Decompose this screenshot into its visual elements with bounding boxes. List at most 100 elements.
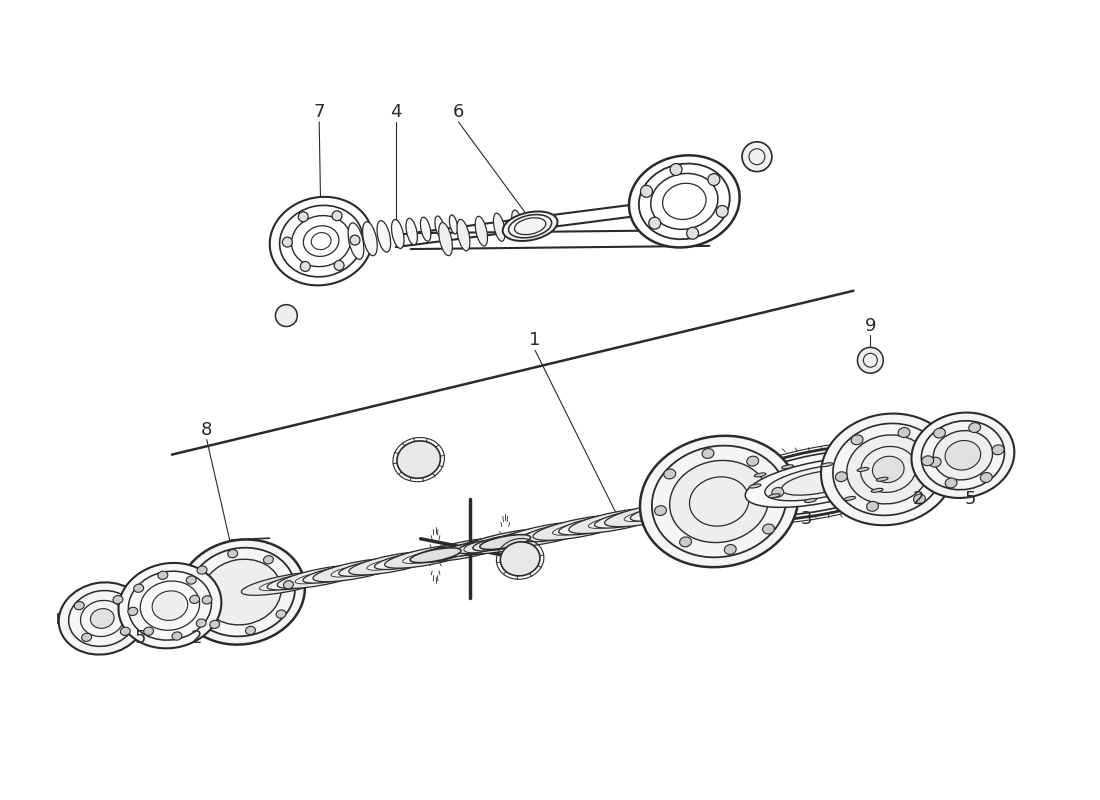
Ellipse shape [660, 499, 718, 515]
Ellipse shape [912, 413, 1014, 498]
Ellipse shape [781, 470, 856, 495]
Ellipse shape [639, 163, 729, 239]
Ellipse shape [366, 556, 421, 570]
Ellipse shape [762, 524, 774, 534]
Ellipse shape [676, 487, 774, 513]
Ellipse shape [482, 530, 557, 549]
Ellipse shape [332, 211, 342, 221]
Ellipse shape [532, 514, 630, 540]
Ellipse shape [497, 522, 595, 547]
Ellipse shape [80, 601, 124, 637]
Ellipse shape [749, 484, 761, 488]
Ellipse shape [304, 226, 339, 257]
Ellipse shape [264, 556, 274, 564]
Text: 6: 6 [453, 103, 464, 121]
Ellipse shape [302, 564, 377, 583]
Ellipse shape [804, 498, 816, 502]
Ellipse shape [922, 421, 1004, 490]
Ellipse shape [945, 441, 981, 470]
Ellipse shape [719, 450, 917, 516]
Ellipse shape [980, 473, 992, 482]
Ellipse shape [363, 222, 377, 256]
Ellipse shape [652, 446, 786, 558]
Ellipse shape [228, 550, 238, 558]
Ellipse shape [629, 155, 739, 247]
Ellipse shape [279, 206, 363, 277]
Ellipse shape [686, 227, 698, 239]
Ellipse shape [456, 531, 547, 554]
Ellipse shape [772, 487, 783, 498]
Ellipse shape [747, 456, 759, 466]
Ellipse shape [314, 558, 403, 582]
Ellipse shape [158, 571, 168, 579]
Ellipse shape [461, 528, 559, 554]
Ellipse shape [474, 536, 528, 550]
Ellipse shape [690, 477, 749, 526]
Ellipse shape [494, 213, 505, 242]
Text: 8: 8 [201, 421, 212, 438]
Ellipse shape [847, 435, 930, 504]
Text: 9: 9 [865, 317, 876, 334]
Ellipse shape [860, 446, 916, 493]
Ellipse shape [260, 577, 313, 590]
Ellipse shape [716, 206, 728, 218]
Ellipse shape [680, 537, 692, 547]
Ellipse shape [403, 550, 456, 563]
Ellipse shape [945, 478, 957, 488]
Ellipse shape [300, 262, 310, 271]
Ellipse shape [450, 215, 458, 234]
Ellipse shape [670, 163, 682, 175]
Ellipse shape [385, 545, 474, 568]
Ellipse shape [821, 462, 833, 466]
Ellipse shape [420, 538, 510, 562]
Ellipse shape [444, 545, 477, 557]
Ellipse shape [437, 544, 484, 558]
Ellipse shape [640, 436, 799, 567]
Ellipse shape [851, 435, 864, 445]
Ellipse shape [439, 222, 452, 256]
Ellipse shape [708, 174, 719, 186]
Ellipse shape [512, 210, 522, 237]
Ellipse shape [857, 467, 869, 471]
Ellipse shape [605, 501, 703, 526]
Ellipse shape [331, 563, 385, 577]
Ellipse shape [406, 218, 417, 245]
Ellipse shape [81, 634, 91, 642]
Ellipse shape [241, 572, 331, 595]
Ellipse shape [782, 465, 793, 469]
Ellipse shape [275, 305, 297, 326]
Ellipse shape [414, 546, 468, 562]
Ellipse shape [295, 570, 349, 584]
Ellipse shape [410, 543, 485, 562]
Ellipse shape [120, 627, 130, 635]
Ellipse shape [969, 422, 980, 433]
Ellipse shape [992, 445, 1004, 454]
Ellipse shape [640, 494, 738, 520]
Ellipse shape [129, 571, 211, 640]
Ellipse shape [724, 545, 736, 554]
Text: 5: 5 [134, 630, 146, 647]
Ellipse shape [706, 445, 932, 521]
Ellipse shape [872, 456, 904, 482]
Ellipse shape [298, 212, 308, 222]
Ellipse shape [202, 596, 212, 604]
Ellipse shape [517, 526, 575, 542]
Ellipse shape [630, 500, 713, 522]
Ellipse shape [113, 595, 123, 604]
Ellipse shape [877, 478, 888, 482]
Ellipse shape [188, 548, 295, 637]
Ellipse shape [141, 581, 199, 630]
Ellipse shape [821, 414, 956, 526]
Ellipse shape [487, 527, 569, 549]
Ellipse shape [276, 610, 286, 618]
Ellipse shape [667, 493, 748, 514]
Ellipse shape [128, 607, 138, 615]
Text: 3: 3 [801, 510, 813, 528]
Ellipse shape [857, 347, 883, 373]
Text: 7: 7 [314, 103, 324, 121]
Ellipse shape [447, 537, 520, 556]
Ellipse shape [196, 619, 206, 627]
Ellipse shape [702, 449, 714, 458]
Ellipse shape [392, 219, 404, 249]
Ellipse shape [898, 427, 910, 438]
